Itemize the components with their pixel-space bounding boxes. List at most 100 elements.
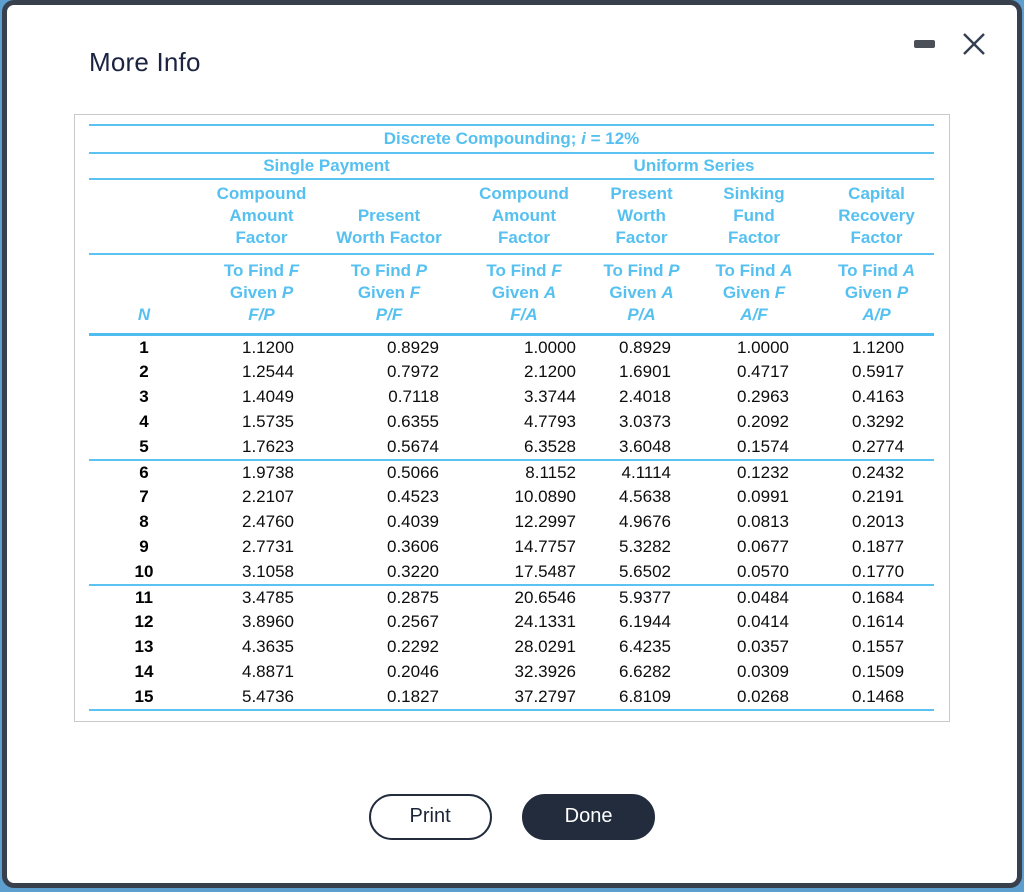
table-row: 13 4.3635 0.2292 28.0291 6.4235 0.0357 0.1557 <box>89 635 934 660</box>
factor-value: 3.8960 <box>242 612 294 631</box>
factor-value: 0.4717 <box>737 362 789 381</box>
factor-table: Discrete Compounding; i = 12% Single Pay… <box>89 124 935 711</box>
table-row: 8 2.4760 0.4039 12.2997 4.9676 0.0813 0.2013 <box>89 510 934 535</box>
factor-value: 0.0677 <box>737 537 789 556</box>
factor-value: 4.3635 <box>242 637 294 656</box>
factor-value: 0.4523 <box>387 487 439 506</box>
table-row: 7 2.2107 0.4523 10.0890 4.5638 0.0991 0.2191 <box>89 485 934 510</box>
column-factor-label: Compound Amount Factor <box>216 184 307 247</box>
print-button[interactable]: Print <box>368 793 492 840</box>
close-icon <box>963 33 985 55</box>
factor-value: 4.9676 <box>619 512 671 531</box>
factor-value: 0.1509 <box>852 662 905 681</box>
factor-value: 0.0414 <box>737 612 789 631</box>
factor-name-spacer <box>89 179 199 254</box>
column-header-fa: To Find F Given A F/A <box>486 261 562 324</box>
factor-value: 0.2567 <box>387 612 439 631</box>
factor-value: 6.8109 <box>619 686 671 706</box>
factor-value: 0.0357 <box>737 637 789 656</box>
factor-table-head: Discrete Compounding; i = 12% Single Pay… <box>89 124 935 335</box>
factor-table-body: 1 1.1200 0.8929 1.0000 0.8929 1.0000 1.1200 2 1.… <box>89 335 935 710</box>
factor-value: 3.4785 <box>242 587 294 607</box>
table-panel: Discrete Compounding; i = 12% Single Pay… <box>74 114 950 722</box>
factor-value: 0.2774 <box>852 436 905 456</box>
factor-value: 0.2963 <box>737 387 789 406</box>
factor-value: 0.1557 <box>852 637 905 656</box>
table-row: 3 1.4049 0.7118 3.3744 2.4018 0.2963 0.4163 <box>89 385 934 410</box>
factor-value: 1.5735 <box>242 412 294 431</box>
minimize-icon <box>914 40 935 48</box>
group-header-uniform-series: Uniform Series <box>633 156 755 175</box>
factor-value: 1.0000 <box>737 337 789 357</box>
factor-value: 0.0309 <box>737 662 789 681</box>
n-value: 4 <box>139 412 149 431</box>
factor-value: 28.0291 <box>514 637 576 656</box>
n-value: 2 <box>139 362 149 381</box>
factor-value: 0.1877 <box>852 537 905 556</box>
factor-value: 0.8929 <box>387 337 439 357</box>
factor-value: 0.0991 <box>737 487 789 506</box>
minimize-button[interactable] <box>910 36 939 52</box>
column-factor-label: Present Worth Factor <box>610 184 673 247</box>
factor-value: 0.4163 <box>852 387 905 406</box>
factor-value: 3.1058 <box>242 561 294 581</box>
n-value: 7 <box>139 487 149 506</box>
factor-value: 0.2191 <box>852 487 905 506</box>
factor-value: 1.1200 <box>242 337 294 357</box>
dialog-titlebar: More Info <box>7 5 1017 78</box>
factor-value: 1.9738 <box>242 462 294 482</box>
column-header-fp: To Find F Given P F/P <box>223 261 300 324</box>
done-button[interactable]: Done <box>521 793 656 840</box>
n-value: 5 <box>139 436 149 456</box>
find-given-row: N To Find F Given P F/P To Find P Given F P/… <box>89 254 935 335</box>
column-header-n: N <box>137 305 151 324</box>
factor-value: 6.3528 <box>524 436 576 456</box>
factor-value: 3.3744 <box>524 387 576 406</box>
factor-value: 0.1614 <box>852 612 905 631</box>
factor-value: 1.4049 <box>242 387 294 406</box>
factor-value: 0.2092 <box>737 412 789 431</box>
dialog-button-row: Print Done <box>7 793 1017 840</box>
factor-value: 0.2046 <box>387 662 439 681</box>
factor-value: 5.3282 <box>619 537 671 556</box>
factor-value: 0.5066 <box>387 462 439 482</box>
table-row: 15 5.4736 0.1827 37.2797 6.8109 0.0268 0.1468 <box>89 685 935 710</box>
n-value: 10 <box>134 561 154 581</box>
table-row: 10 3.1058 0.3220 17.5487 5.6502 0.0570 0.1770 <box>89 560 935 585</box>
n-value: 12 <box>134 612 154 631</box>
table-row: 2 1.2544 0.7972 2.1200 1.6901 0.4717 0.5917 <box>89 360 934 385</box>
table-row: 11 3.4785 0.2875 20.6546 5.9377 0.0484 0.1684 <box>89 585 934 610</box>
factor-name-row: Compound Amount Factor Present Worth Fac… <box>89 179 935 254</box>
factor-value: 10.0890 <box>514 487 576 506</box>
factor-value: 4.8871 <box>242 662 294 681</box>
n-value: 9 <box>139 537 149 556</box>
n-value: 6 <box>139 462 149 482</box>
factor-value: 0.2013 <box>852 512 905 531</box>
table-row: 9 2.7731 0.3606 14.7757 5.3282 0.0677 0.1877 <box>89 535 934 560</box>
group-header-spacer <box>89 153 199 179</box>
group-header-single-payment: Single Payment <box>263 156 390 175</box>
factor-value: 0.3606 <box>387 537 439 556</box>
factor-value: 1.7623 <box>242 436 294 456</box>
factor-value: 4.7793 <box>524 412 576 431</box>
factor-value: 12.2997 <box>514 512 576 531</box>
factor-value: 6.1944 <box>619 612 671 631</box>
close-button[interactable] <box>955 25 993 63</box>
factor-value: 5.4736 <box>242 686 294 706</box>
column-factor-label: Capital Recovery Factor <box>838 184 915 247</box>
factor-value: 0.2292 <box>387 637 439 656</box>
n-value: 1 <box>139 337 149 357</box>
factor-value: 0.0268 <box>737 686 789 706</box>
factor-value: 0.1770 <box>852 561 905 581</box>
factor-value: 0.2432 <box>852 462 905 482</box>
factor-value: 5.6502 <box>619 561 671 581</box>
column-header-pf: To Find P Given F P/F <box>350 261 428 324</box>
column-factor-label: Compound Amount Factor <box>479 184 569 247</box>
factor-value: 0.6355 <box>387 412 439 431</box>
table-row: 14 4.8871 0.2046 32.3926 6.6282 0.0309 0.1509 <box>89 660 934 685</box>
table-row: 6 1.9738 0.5066 8.1152 4.1114 0.1232 0.2432 <box>89 460 934 485</box>
factor-value: 0.1468 <box>852 686 905 706</box>
n-value: 3 <box>139 387 149 406</box>
factor-value: 3.6048 <box>619 436 671 456</box>
